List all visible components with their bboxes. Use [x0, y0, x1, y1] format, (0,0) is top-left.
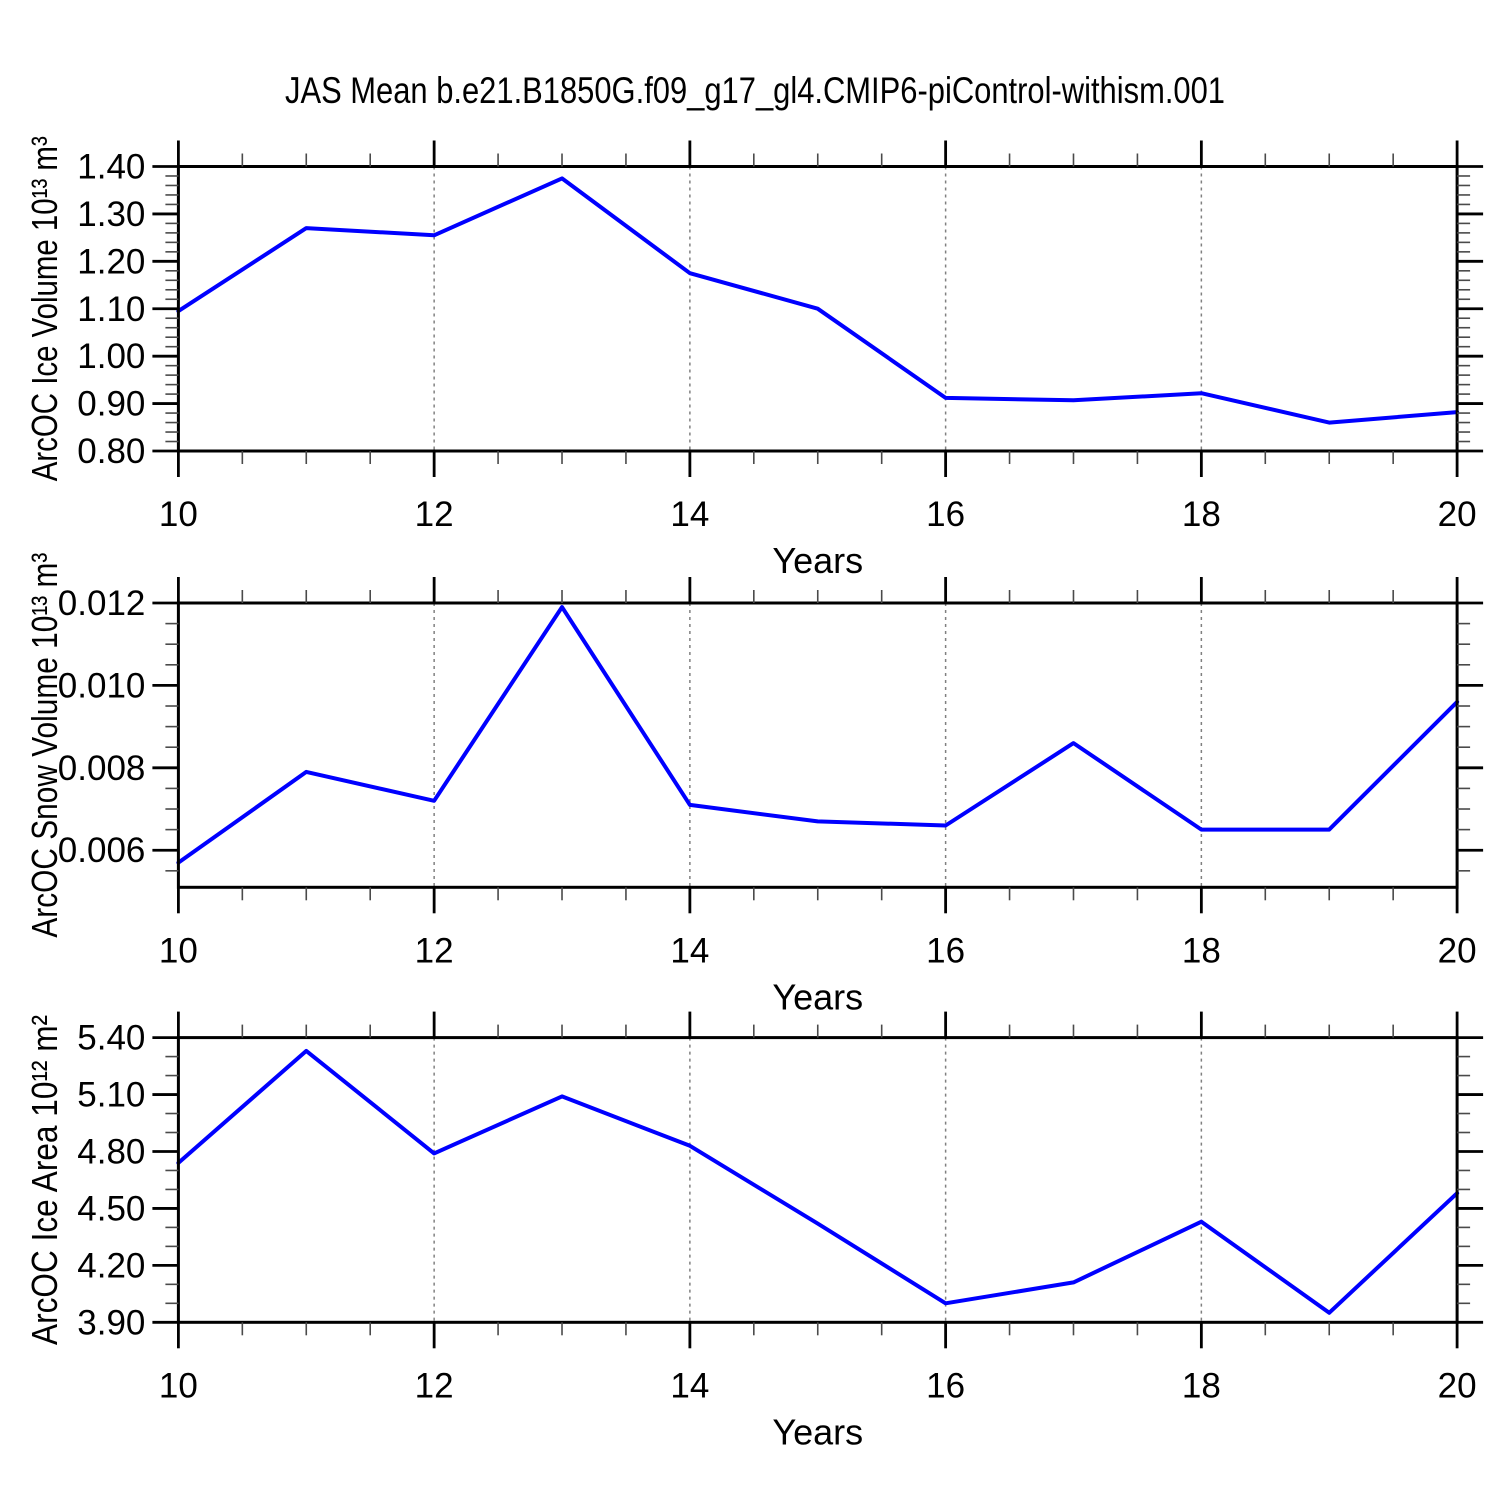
x-tick-label: 12	[415, 931, 454, 970]
y-tick-label: 5.40	[77, 1019, 145, 1058]
x-axis-title: Years	[772, 976, 863, 1017]
y-tick-label: 1.00	[77, 337, 145, 376]
x-tick-label: 12	[415, 1366, 454, 1405]
y-tick-label: 0.006	[58, 831, 146, 870]
y-tick-label: 4.20	[77, 1246, 145, 1285]
x-tick-label: 14	[670, 495, 709, 534]
y-tick-label: 0.008	[58, 749, 146, 788]
x-tick-label: 14	[670, 1366, 709, 1405]
y-tick-label: 0.90	[77, 385, 145, 424]
y-tick-label: 0.80	[77, 432, 145, 471]
ice-area-line	[176, 1048, 1460, 1315]
x-tick-label: 16	[926, 495, 965, 534]
panel-snow-volume: 10 12 14 16 18 20 0.006 0.008 0.010 0.012 Years Arc…	[24, 553, 1484, 1017]
x-tick-label: 20	[1438, 931, 1477, 970]
y-tick-label: 3.90	[77, 1303, 145, 1342]
ice-volume-line	[176, 176, 1460, 425]
x-tick-label: 16	[926, 931, 965, 970]
y-tick-label: 1.20	[77, 242, 145, 281]
x-tick-label: 20	[1438, 495, 1477, 534]
y-axis-title: ArcOC Ice Volume 10¹³ m³	[24, 136, 65, 481]
y-tick-label: 1.40	[77, 148, 145, 187]
y-tick-label: 5.10	[77, 1076, 145, 1115]
y-tick-label: 0.012	[58, 584, 146, 623]
x-axis-title: Years	[772, 540, 863, 581]
y-tick-label: 4.80	[77, 1132, 145, 1171]
x-tick-label: 12	[415, 495, 454, 534]
y-tick-label: 4.50	[77, 1189, 145, 1228]
x-tick-label: 16	[926, 1366, 965, 1405]
x-axis-title: Years	[772, 1411, 863, 1452]
x-tick-label: 18	[1182, 495, 1221, 534]
snow-volume-line	[176, 605, 1460, 865]
plot-box	[176, 601, 1459, 889]
plot-box	[176, 1036, 1459, 1324]
figure-title: JAS Mean b.e21.B1850G.f09_g17_gl4.CMIP6-…	[285, 70, 1225, 111]
panel-ice-area: 10 12 14 16 18 20 3.90 4.20 4.50 4.80 5.10 5.40 Year…	[24, 1011, 1484, 1452]
y-tick-label: 1.30	[77, 195, 145, 234]
y-tick-label: 1.10	[77, 290, 145, 329]
y-tick-label: 0.010	[58, 666, 146, 705]
panels-group: 10 12 14 16 18 20 0.80 0.90 1.00 1.10 1.20 1.30 1.40…	[24, 136, 1484, 1452]
panel-ice-volume: 10 12 14 16 18 20 0.80 0.90 1.00 1.10 1.20 1.30 1.40…	[24, 136, 1484, 581]
x-tick-label: 10	[159, 931, 198, 970]
x-tick-label: 18	[1182, 1366, 1221, 1405]
y-axis-title: ArcOC Ice Area 10¹² m²	[24, 1015, 65, 1345]
y-axis-title: ArcOC Snow Volume 10¹³ m³	[24, 553, 65, 938]
x-tick-label: 18	[1182, 931, 1221, 970]
x-tick-label: 10	[159, 495, 198, 534]
x-tick-label: 10	[159, 1366, 198, 1405]
x-tick-label: 14	[670, 931, 709, 970]
x-tick-label: 20	[1438, 1366, 1477, 1405]
